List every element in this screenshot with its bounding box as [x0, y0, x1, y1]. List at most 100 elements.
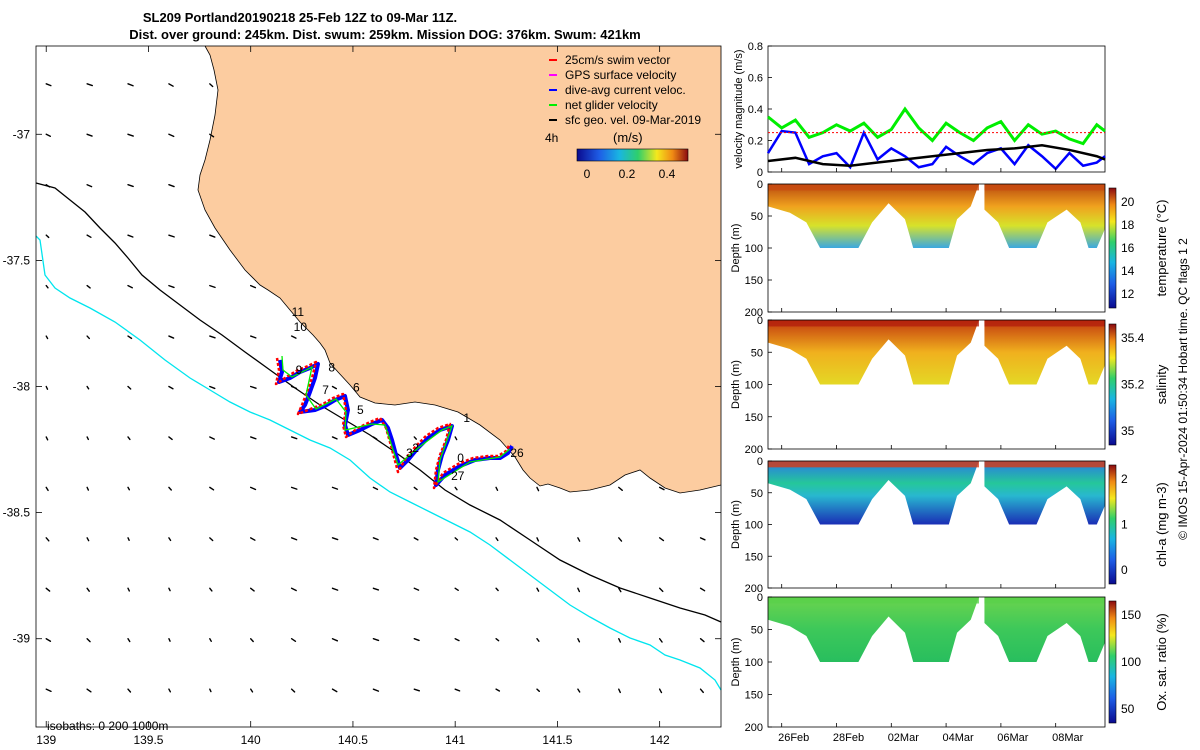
track-red-line [274, 357, 512, 490]
geo-vector-arrow [45, 587, 51, 592]
geo-vector-arrow [45, 83, 52, 87]
legend-label: net glider velocity [565, 98, 658, 112]
map-xtick-label: 140 [241, 733, 261, 747]
geostrophic-vector-field [45, 83, 706, 694]
chla-ylabel: Depth (m) [730, 500, 742, 549]
geo-vector-arrow [413, 587, 420, 591]
geo-vector-arrow [168, 284, 175, 289]
figure-title-line1: SL209 Portland20190218 25-Feb 12Z to 09-… [143, 10, 457, 25]
geo-vector-arrow [536, 688, 541, 692]
geo-vector-arrow [658, 486, 665, 491]
geo-vector-arrow [127, 688, 132, 693]
time-axis-ticks: 26Feb 28Feb 02Mar 04Mar 06Mar 08Mar [778, 732, 1084, 744]
geo-vector-arrow [699, 688, 704, 694]
oxygen-surface-band [768, 597, 979, 604]
day-label: 6 [353, 381, 360, 395]
geo-vector-arrow [45, 486, 49, 492]
oxygen-colorbar-tick: 50 [1121, 702, 1135, 716]
depth-tick-label: 0 [757, 179, 763, 191]
salinity-section-left [768, 320, 979, 385]
geo-vector-arrow [209, 83, 214, 88]
geo-vector-arrow [372, 436, 378, 440]
geo-vector-arrow [618, 688, 621, 694]
temperature-colorbar-label: temperature (°C) [1154, 200, 1169, 297]
geo-vector-arrow [127, 638, 131, 643]
geo-vector-arrow [209, 688, 212, 693]
geo-vector-arrow [454, 486, 458, 491]
temperature-colorbar-tick: 20 [1121, 195, 1135, 209]
oxygen-section-panel: 0 50 100 150 200 Depth (m) 50 100 150 Ox. sat. ra… [730, 592, 1169, 734]
temperature-surface-band [768, 184, 979, 191]
geo-vector-arrow [86, 184, 93, 188]
geo-vector-arrow [290, 335, 297, 339]
legend-label: GPS surface velocity [565, 68, 676, 82]
geo-vector-arrow [372, 688, 380, 692]
time-tick-label: 04Mar [942, 732, 974, 744]
salinity-section-panel: 0 50 100 150 200 Depth (m) 35 35.2 35.4 salinity [730, 315, 1169, 456]
geo-vector-arrow [209, 638, 212, 642]
geo-vector-arrow [454, 537, 459, 541]
geo-vector-arrow [495, 688, 501, 692]
depth-tick-label: 100 [745, 380, 763, 392]
geo-vector-arrow [86, 284, 91, 289]
geo-vector-arrow [86, 688, 92, 693]
geo-vector-arrow [45, 385, 49, 390]
day-label: 7 [322, 383, 329, 397]
geo-vector-arrow [618, 486, 623, 491]
geo-vector-arrow [658, 537, 665, 542]
salinity-colorbar-tick: 35 [1121, 424, 1135, 438]
depth-tick-label: 50 [751, 488, 763, 500]
geo-vector-arrow [127, 184, 134, 188]
geo-vector-arrow [209, 234, 216, 238]
geo-vector-arrow [413, 436, 417, 440]
geo-vector-arrow [618, 537, 623, 542]
oxygen-colorbar-label: Ox. sat. ratio (%) [1154, 613, 1169, 711]
chla-section-left [768, 461, 979, 525]
geo-vector-arrow [45, 688, 52, 693]
depth-tick-label: 50 [751, 347, 763, 359]
velocity-series-line [767, 143, 1106, 167]
temperature-section-left [768, 184, 979, 248]
track-green-line [281, 355, 511, 484]
geo-vector-arrow [209, 587, 213, 592]
depth-tick-label: 150 [745, 412, 763, 424]
geo-vector-arrow [127, 83, 134, 87]
geo-vector-arrow [699, 537, 706, 541]
geo-vector-arrow [127, 335, 133, 340]
geo-vector-arrow [495, 638, 500, 642]
geo-vector-arrow [413, 486, 418, 491]
depth-tick-label: 200 [745, 722, 763, 734]
geo-vector-arrow [290, 587, 297, 592]
map-axis-ticks: 139 139.5 140 140.5 141 141.5 142-37-37.5-38-3… [3, 46, 721, 747]
geo-vector-arrow [372, 537, 379, 541]
geo-vector-arrow [45, 184, 51, 188]
time-tick-label: 28Feb [833, 732, 864, 744]
temperature-ylabel: Depth (m) [730, 224, 742, 273]
chla-colorbar-label: chl-a (mg m-3) [1154, 482, 1169, 567]
geo-vector-arrow [331, 688, 338, 693]
geo-vector-arrow [168, 486, 172, 491]
geo-vector-arrow [86, 537, 90, 542]
geo-vector-arrow [127, 537, 130, 541]
geo-vector-arrow [577, 587, 581, 593]
chla-colorbar-tick: 0 [1121, 563, 1128, 577]
chla-colorbar [1108, 464, 1117, 585]
geo-vector-arrow [536, 638, 540, 642]
salinity-ylabel: Depth (m) [730, 360, 742, 409]
depth-tick-label: 0 [757, 315, 763, 327]
geo-vector-arrow [658, 688, 663, 694]
geo-vector-arrow [372, 638, 380, 642]
geo-vector-arrow [45, 537, 50, 542]
geo-vector-arrow [495, 486, 499, 491]
geo-vector-arrow [45, 234, 50, 239]
geo-vector-arrow [577, 537, 581, 542]
depth-tick-label: 0 [757, 456, 763, 468]
depth-tick-label: 50 [751, 211, 763, 223]
map-xtick-label: 139 [36, 733, 56, 747]
depth-tick-label: 150 [745, 275, 763, 287]
velocity-ytick-label: 0.6 [748, 73, 763, 85]
chla-section-right [984, 461, 1105, 525]
geo-vector-arrow [209, 284, 216, 289]
geo-vector-arrow [250, 335, 257, 339]
